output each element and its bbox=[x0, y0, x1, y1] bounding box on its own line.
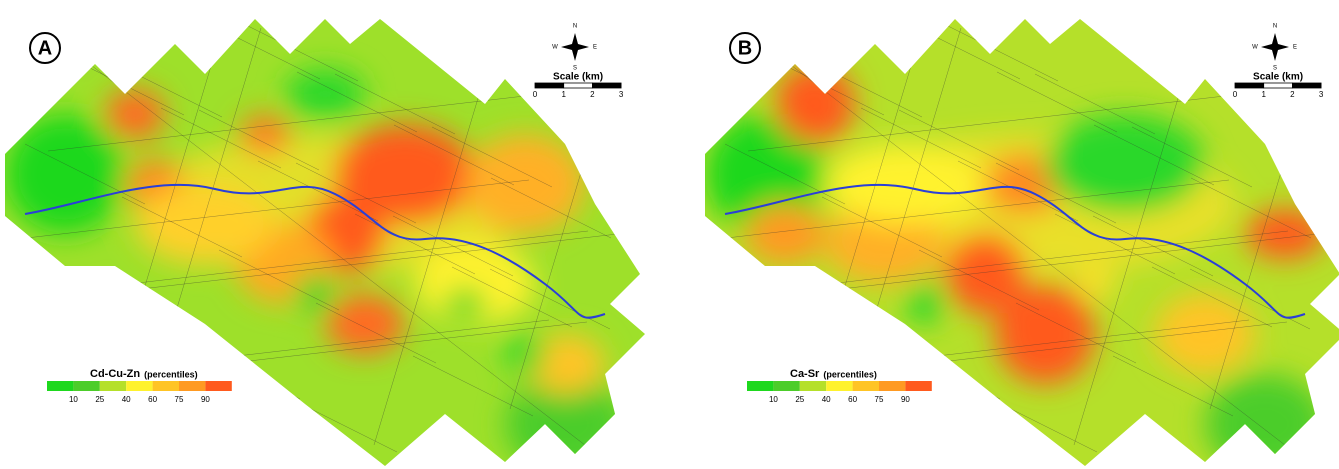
compass-label: N bbox=[573, 24, 577, 30]
compass-label: W bbox=[1252, 45, 1258, 51]
legend-swatch bbox=[852, 381, 879, 391]
legend-tick-label: 25 bbox=[95, 395, 104, 404]
scale-title: Scale (km) bbox=[553, 72, 603, 83]
legend-tick-label: 75 bbox=[175, 395, 184, 404]
legend-tick-label: 40 bbox=[822, 395, 831, 404]
legend-swatch bbox=[879, 381, 906, 391]
compass-label: E bbox=[593, 45, 597, 51]
compass-label: S bbox=[1273, 66, 1277, 72]
legend-swatch bbox=[747, 381, 774, 391]
scale-tick-label: 0 bbox=[533, 90, 538, 99]
legend-swatch bbox=[73, 381, 100, 391]
scale-tick-label: 3 bbox=[1319, 90, 1324, 99]
legend-swatch bbox=[152, 381, 179, 391]
map-panel: BCa-Sr (percentiles)10 25 40 60 75 90NSEWScale… bbox=[705, 19, 1339, 466]
panel-label-circle bbox=[729, 32, 761, 64]
scale-segment bbox=[1292, 82, 1322, 89]
legend-swatch bbox=[799, 381, 827, 391]
compass-label: S bbox=[573, 66, 577, 72]
legend-swatch bbox=[773, 381, 800, 391]
legend-swatch bbox=[905, 381, 932, 391]
legend-tick-label: 10 bbox=[769, 395, 778, 404]
legend-swatch bbox=[126, 381, 153, 391]
scale-segment bbox=[1263, 82, 1293, 89]
scale-segment bbox=[534, 82, 565, 89]
compass-label: W bbox=[552, 45, 558, 51]
compass-rose bbox=[1261, 33, 1289, 61]
scale-tick-label: 3 bbox=[619, 90, 624, 99]
scale-tick-label: 2 bbox=[1290, 90, 1295, 99]
legend-swatch bbox=[47, 381, 74, 391]
panel-label: A bbox=[38, 37, 52, 59]
river bbox=[24, 183, 606, 319]
panel-label-circle bbox=[29, 32, 61, 64]
legend-tick-label: 60 bbox=[148, 395, 157, 404]
legend-swatch bbox=[179, 381, 206, 391]
compass-rose bbox=[561, 33, 589, 61]
legend-tick-label: 90 bbox=[201, 395, 210, 404]
legend-tick-label: 10 bbox=[69, 395, 78, 404]
legend-swatch bbox=[826, 381, 853, 391]
scale-segment bbox=[1234, 82, 1265, 89]
map-panel: ACd-Cu-Zn (percentiles)10 25 40 60 75 90NSEWSc… bbox=[5, 19, 645, 466]
scale-tick-label: 0 bbox=[1233, 90, 1238, 99]
legend-tick-label: 25 bbox=[795, 395, 804, 404]
legend-swatch bbox=[99, 381, 127, 391]
legend-tick-label: 75 bbox=[875, 395, 884, 404]
legend-swatch bbox=[205, 381, 232, 391]
panel-label: B bbox=[738, 37, 752, 59]
legend-subtitle: (percentiles) bbox=[144, 369, 198, 379]
scale-tick-label: 2 bbox=[590, 90, 595, 99]
scale-tick-label: 1 bbox=[561, 90, 566, 99]
scale-title: Scale (km) bbox=[1253, 72, 1303, 83]
legend-tick-label: 90 bbox=[901, 395, 910, 404]
compass-label: E bbox=[1293, 45, 1297, 51]
legend-tick-label: 40 bbox=[122, 395, 131, 404]
scale-tick-label: 1 bbox=[1261, 90, 1266, 99]
river bbox=[724, 183, 1306, 319]
legend-title: Ca-Sr bbox=[790, 368, 820, 380]
scale-segment bbox=[592, 82, 622, 89]
compass-label: N bbox=[1273, 24, 1277, 30]
legend-tick-label: 60 bbox=[848, 395, 857, 404]
legend-subtitle: (percentiles) bbox=[823, 369, 877, 379]
legend-title: Cd-Cu-Zn bbox=[90, 368, 140, 380]
scale-segment bbox=[563, 82, 593, 89]
